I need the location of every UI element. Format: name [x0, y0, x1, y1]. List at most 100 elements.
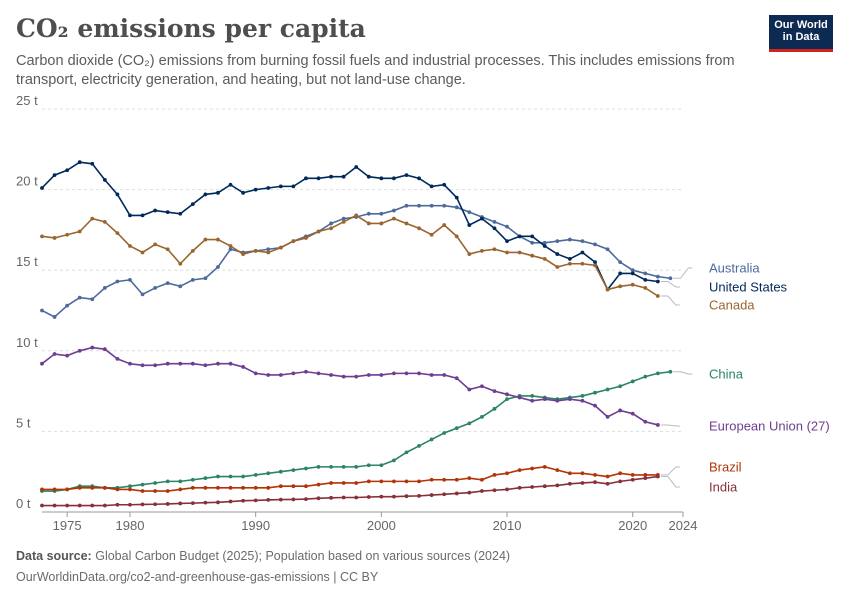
data-point — [530, 466, 535, 471]
data-point — [316, 229, 321, 234]
data-point — [165, 479, 170, 484]
data-point — [655, 279, 660, 284]
data-point — [643, 277, 648, 282]
data-point — [316, 176, 321, 181]
data-point — [605, 474, 610, 479]
data-point — [140, 292, 145, 297]
data-source-label: Data source: — [16, 549, 92, 563]
label-connector — [673, 371, 693, 375]
data-point — [467, 476, 472, 481]
data-point — [567, 257, 572, 261]
data-point — [379, 479, 384, 484]
data-point — [668, 369, 673, 374]
data-point — [404, 494, 409, 499]
data-point — [140, 502, 145, 507]
data-point — [366, 211, 371, 216]
label-connector — [660, 476, 680, 488]
data-point — [266, 498, 271, 502]
data-point — [555, 252, 560, 256]
data-point — [190, 485, 195, 490]
data-point — [190, 361, 195, 366]
data-point — [316, 371, 321, 376]
data-point — [291, 484, 296, 489]
data-point — [517, 468, 522, 472]
data-point — [228, 499, 233, 504]
data-point — [278, 497, 283, 502]
data-point — [555, 265, 560, 269]
owid-logo[interactable]: Our World in Data — [769, 15, 833, 52]
data-point — [178, 487, 183, 492]
data-point — [542, 240, 547, 245]
data-point — [216, 265, 220, 269]
data-point — [655, 371, 660, 376]
data-point — [580, 481, 585, 485]
data-point — [102, 178, 107, 182]
data-point — [618, 260, 623, 265]
data-point — [266, 471, 271, 476]
data-point — [467, 387, 472, 392]
data-point — [480, 216, 484, 221]
series-label: United States — [709, 280, 788, 295]
data-point — [90, 216, 95, 221]
data-point — [304, 497, 308, 502]
logo-line-2: in Data — [782, 31, 820, 43]
data-point — [203, 476, 208, 481]
data-point — [505, 224, 509, 229]
data-point — [241, 498, 245, 503]
data-point — [178, 284, 183, 289]
data-point — [442, 223, 447, 227]
data-point — [454, 426, 459, 431]
data-point — [140, 250, 145, 255]
y-tick-label: 5 t — [16, 415, 31, 430]
data-point — [593, 403, 597, 408]
data-point — [165, 489, 170, 493]
data-point — [90, 161, 95, 166]
data-point — [153, 481, 158, 485]
data-point — [618, 384, 623, 389]
data-point — [304, 176, 308, 181]
data-point — [480, 384, 484, 389]
data-point — [454, 234, 459, 239]
source-url[interactable]: OurWorldinData.org/co2-and-greenhouse-ga… — [16, 570, 379, 584]
series-label: Brazil — [709, 460, 742, 475]
data-point — [555, 239, 560, 244]
data-point — [329, 174, 333, 179]
data-point — [52, 236, 57, 240]
data-point — [203, 500, 208, 505]
y-tick-label: 20 t — [16, 174, 38, 189]
data-point — [366, 221, 371, 226]
x-tick-label: 2024 — [669, 518, 698, 533]
data-point — [65, 503, 70, 508]
data-point — [190, 477, 195, 482]
data-point — [618, 271, 623, 276]
data-point — [65, 303, 70, 308]
data-point — [278, 184, 283, 189]
data-point — [40, 503, 44, 508]
data-point — [128, 487, 132, 492]
data-point — [216, 361, 220, 366]
data-point — [417, 226, 421, 231]
data-point — [178, 261, 183, 266]
data-point — [593, 473, 597, 477]
data-point — [115, 502, 120, 507]
data-point — [643, 271, 648, 276]
data-point — [329, 226, 333, 231]
data-point — [77, 295, 82, 300]
data-point — [241, 474, 245, 479]
data-point — [40, 361, 44, 366]
data-point — [165, 281, 170, 285]
data-point — [567, 237, 572, 242]
data-point — [643, 374, 648, 379]
data-point — [417, 371, 421, 376]
y-tick-label: 25 t — [16, 93, 38, 108]
data-point — [417, 444, 421, 448]
data-point — [605, 414, 610, 419]
data-point — [542, 257, 547, 261]
x-tick-label: 1990 — [241, 518, 270, 533]
data-point — [278, 484, 283, 489]
data-point — [241, 190, 245, 195]
data-point — [354, 213, 359, 218]
data-point — [304, 466, 308, 471]
data-point — [593, 242, 597, 247]
